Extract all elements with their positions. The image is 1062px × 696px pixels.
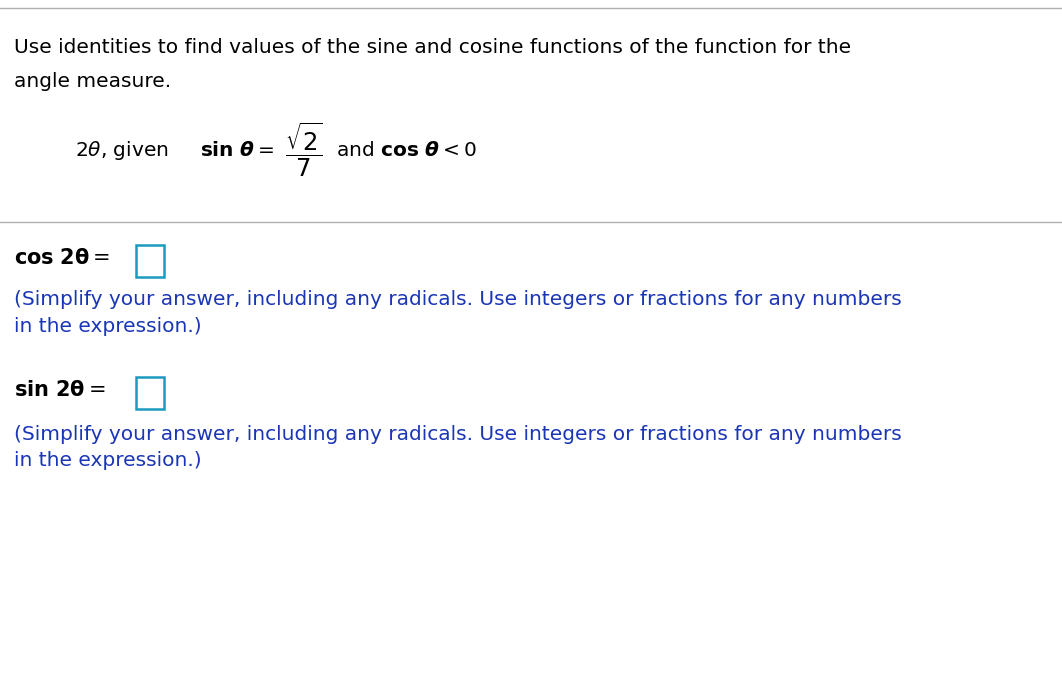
Bar <box>136 377 164 409</box>
Text: and $\mathbf{cos}\ \boldsymbol{\theta} < 0$: and $\mathbf{cos}\ \boldsymbol{\theta} <… <box>330 141 477 159</box>
Bar <box>136 245 164 277</box>
Text: $\dfrac{\sqrt{2}}{7}$: $\dfrac{\sqrt{2}}{7}$ <box>285 121 323 179</box>
Text: Use identities to find values of the sine and cosine functions of the function f: Use identities to find values of the sin… <box>14 38 851 57</box>
Text: $\mathbf{cos}\ \mathbf{2\theta} =$: $\mathbf{cos}\ \mathbf{2\theta} =$ <box>14 248 110 268</box>
Text: (Simplify your answer, including any radicals. Use integers or fractions for any: (Simplify your answer, including any rad… <box>14 290 902 335</box>
Text: angle measure.: angle measure. <box>14 72 171 91</box>
Text: (Simplify your answer, including any radicals. Use integers or fractions for any: (Simplify your answer, including any rad… <box>14 425 902 470</box>
Text: $2\theta$, given: $2\theta$, given <box>75 139 170 161</box>
Text: $\mathbf{sin}\ \boldsymbol{\theta} =$: $\mathbf{sin}\ \boldsymbol{\theta} =$ <box>200 141 274 159</box>
Text: $\mathbf{sin}\ \mathbf{2\theta} =$: $\mathbf{sin}\ \mathbf{2\theta} =$ <box>14 380 105 400</box>
